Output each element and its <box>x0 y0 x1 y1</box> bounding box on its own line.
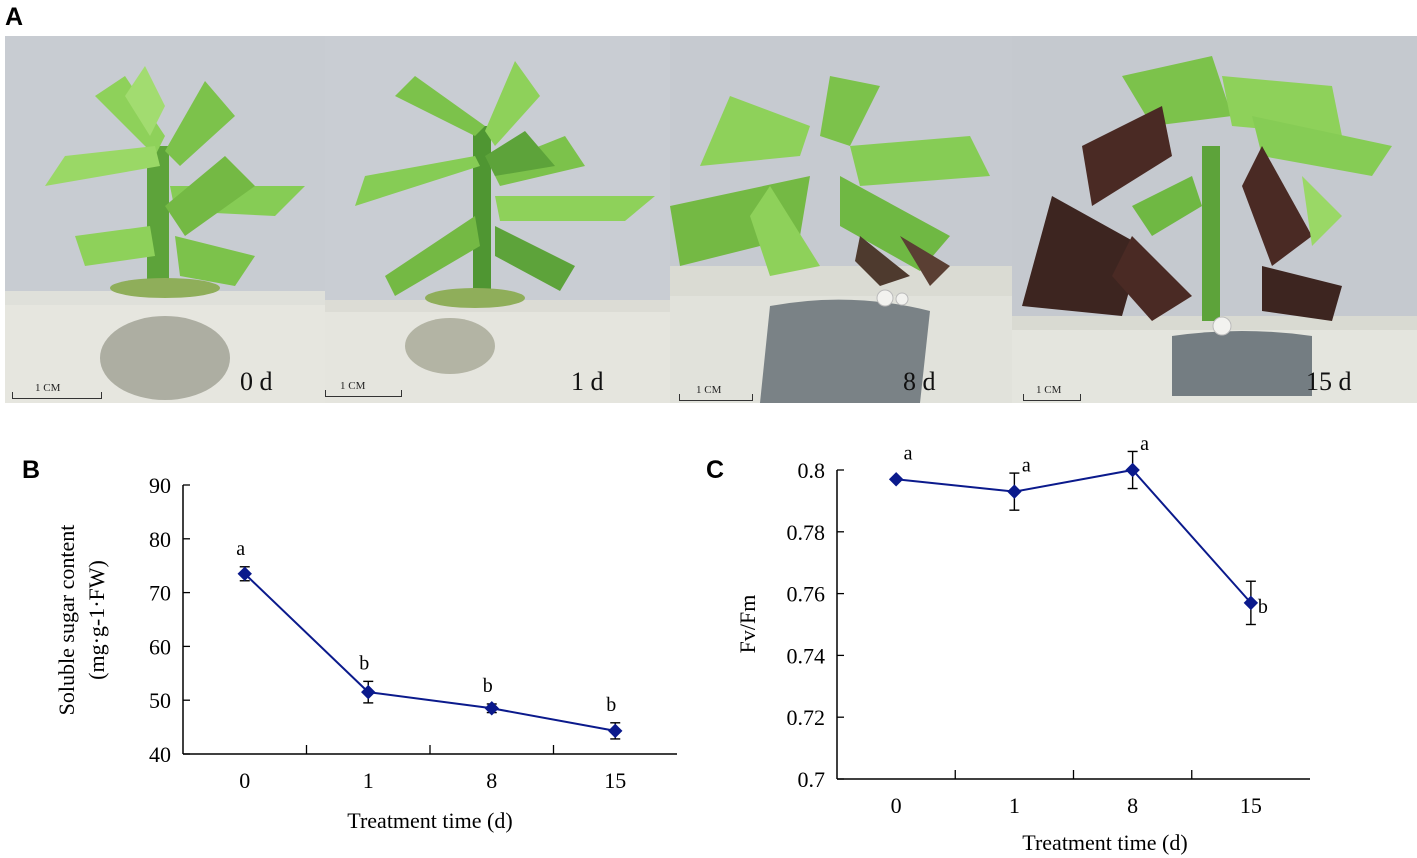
c-significance-label: b <box>1258 596 1268 618</box>
b-significance-label: b <box>606 694 616 716</box>
b-data-point <box>608 723 623 739</box>
chart-b-x-ticks: 0 1 8 15 <box>239 745 626 793</box>
b-xtick-label: 0 <box>239 768 250 793</box>
c-significance-label: a <box>904 442 913 464</box>
chart-c-y-ticks: 0.8 0.78 0.76 0.74 0.72 0.7 <box>787 458 844 792</box>
chart-b-xlabel: Treatment time (d) <box>347 808 512 833</box>
plant-illustration-8d <box>670 36 1012 403</box>
c-ytick-label: 0.7 <box>798 767 826 792</box>
b-xtick-label: 15 <box>604 768 626 793</box>
c-significance-label: a <box>1140 433 1149 455</box>
chart-b-ylabel: Soluble sugar content <box>54 525 79 716</box>
plant-illustration-0d <box>5 36 325 403</box>
b-significance-label: b <box>359 652 369 674</box>
b-data-point <box>484 701 499 716</box>
photo-strip <box>5 36 1417 403</box>
c-significance-label: a <box>1022 455 1031 477</box>
panel-letter-c: C <box>706 456 725 484</box>
scale-bar-1d <box>325 390 402 397</box>
scale-bar-0d <box>12 392 102 399</box>
panel-letter-b: B <box>22 456 41 484</box>
c-series-line <box>896 468 1252 604</box>
chart-c-axes <box>836 470 1310 780</box>
b-ytick-label: 60 <box>149 634 171 659</box>
c-data-point <box>1007 484 1022 499</box>
plant-photo-0d <box>5 36 325 403</box>
day-label-0d: 0 d <box>240 367 273 396</box>
b-series-line <box>244 573 616 732</box>
c-ytick-label: 0.74 <box>787 643 826 668</box>
c-data-point <box>888 472 904 487</box>
day-label-1d: 1 d <box>571 367 604 396</box>
b-ytick-label: 90 <box>149 473 171 498</box>
c-xtick-label: 0 <box>891 793 902 818</box>
b-ytick-label: 70 <box>149 581 171 606</box>
scale-text-8d: 1 CM <box>696 384 722 396</box>
c-ytick-label: 0.76 <box>787 582 826 607</box>
day-label-15d: 15 d <box>1306 367 1352 396</box>
b-data-point <box>361 684 376 700</box>
scale-bar-15d <box>1023 394 1081 401</box>
plant-photo-15d <box>1012 36 1417 403</box>
chart-c-ylabel: Fv/Fm <box>735 595 760 654</box>
chart-b-y-ticks: 90 80 70 60 50 40 <box>149 473 190 767</box>
chart-c-xlabel: Treatment time (d) <box>1022 830 1187 855</box>
scale-text-15d: 1 CM <box>1036 384 1062 396</box>
plant-illustration-1d <box>325 36 670 403</box>
b-ytick-label: 40 <box>149 742 171 767</box>
panel-letter-a: A <box>5 3 24 31</box>
c-ytick-label: 0.8 <box>798 458 826 483</box>
chart-c-x-ticks: 0 1 8 15 <box>891 770 1262 818</box>
day-label-8d: 8 d <box>903 367 936 396</box>
c-xtick-label: 1 <box>1009 793 1020 818</box>
chart-b-axes <box>182 485 677 755</box>
b-xtick-label: 8 <box>486 768 497 793</box>
chart-soluble-sugar: 90 80 70 60 50 40 0 1 8 15 a b b b Soluble sugar co… <box>54 473 677 833</box>
scale-text-1d: 1 CM <box>340 380 366 392</box>
b-data-point <box>237 566 252 581</box>
scale-text-0d: 1 CM <box>35 382 61 394</box>
c-data-point <box>1243 595 1259 611</box>
plant-photo-8d <box>670 36 1012 403</box>
scale-bar-8d <box>679 394 753 401</box>
c-xtick-label: 15 <box>1240 793 1262 818</box>
c-ytick-label: 0.72 <box>787 705 826 730</box>
chart-b-ylabel-units: (mg·g-1·FW) <box>84 560 109 680</box>
b-significance-label: a <box>236 538 245 560</box>
c-ytick-label: 0.78 <box>787 520 826 545</box>
plant-illustration-15d <box>1012 36 1417 403</box>
chart-c-series: a a a b <box>888 433 1268 626</box>
b-xtick-label: 1 <box>363 768 374 793</box>
b-ytick-label: 50 <box>149 688 171 713</box>
chart-b-series: a b b b <box>236 538 623 740</box>
c-data-point <box>1125 462 1140 478</box>
plant-photo-1d <box>325 36 670 403</box>
b-ytick-label: 80 <box>149 527 171 552</box>
c-xtick-label: 8 <box>1127 793 1138 818</box>
b-significance-label: b <box>483 675 493 697</box>
